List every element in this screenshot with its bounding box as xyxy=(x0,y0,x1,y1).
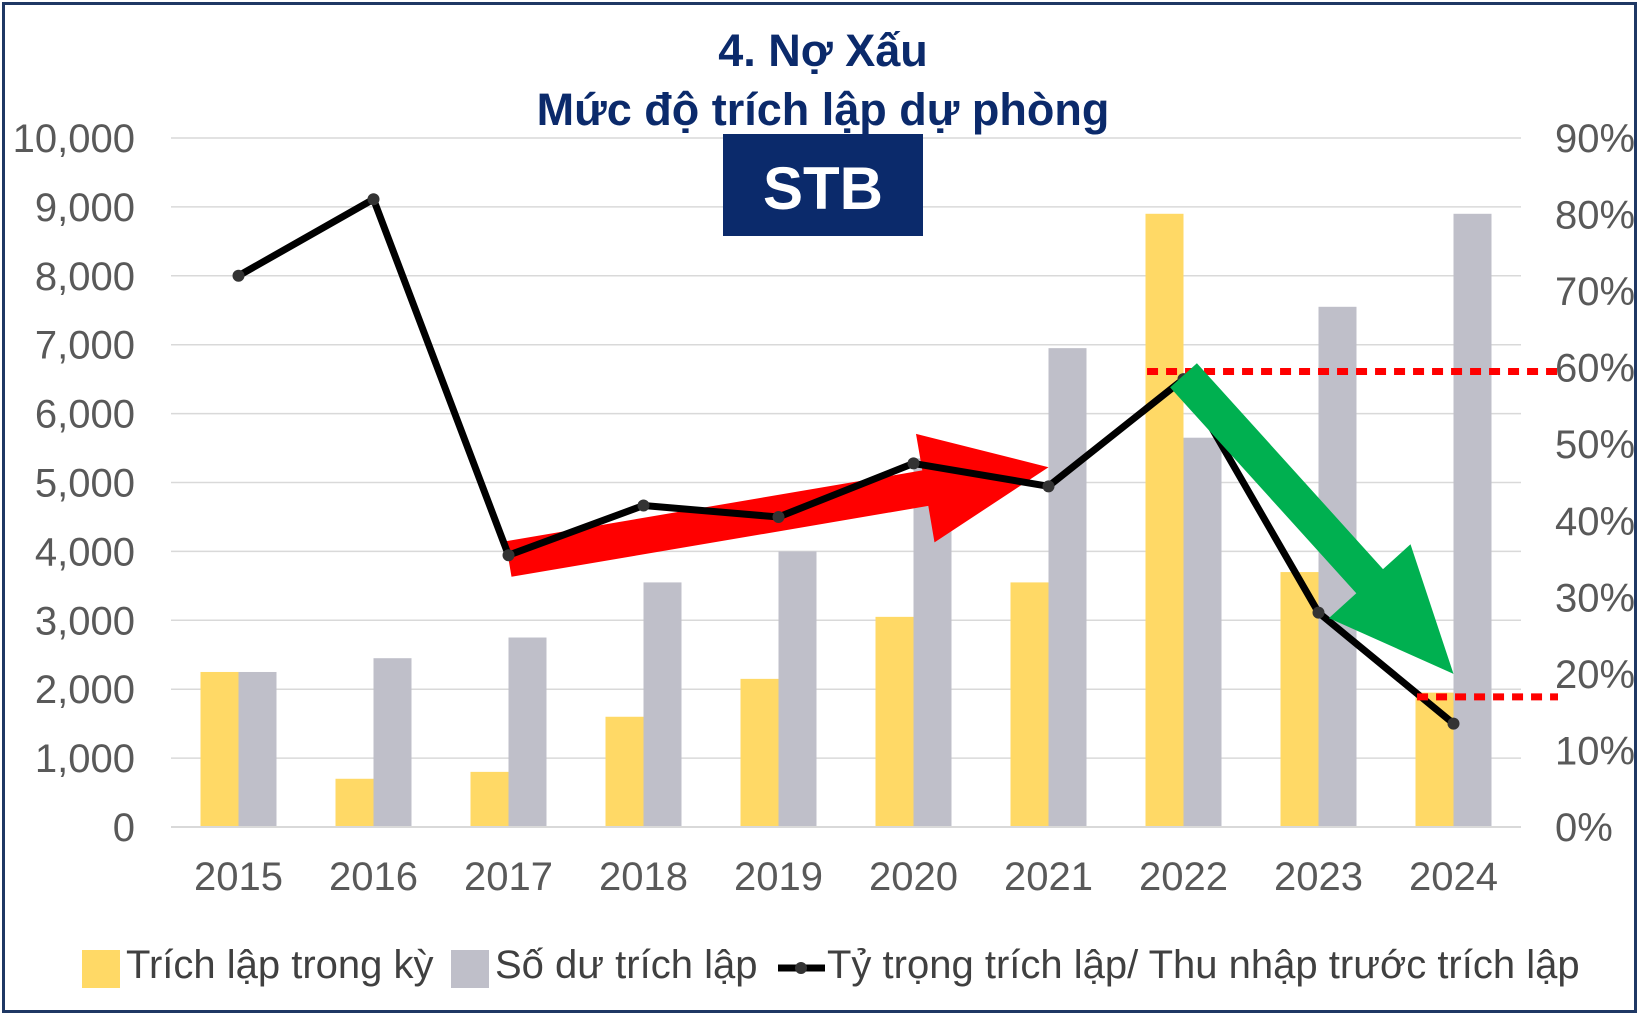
line-point xyxy=(637,499,650,512)
y-left-tick-label: 0 xyxy=(113,806,135,850)
x-tick-label: 2023 xyxy=(1274,855,1363,899)
x-tick-label: 2019 xyxy=(734,855,823,899)
bar-so-du-trich-lap xyxy=(1453,213,1492,828)
red-arrow xyxy=(505,433,1049,577)
bar-trich-lap-trong-ky xyxy=(875,616,914,827)
line-point xyxy=(1447,717,1460,730)
bar-so-du-trich-lap xyxy=(508,637,547,827)
bar-trich-lap-trong-ky xyxy=(740,678,779,827)
chart-svg: 0 1,000 2,000 3,000 4,000 5,000 6,000 7,000 8,00… xyxy=(13,25,1635,988)
x-tick-label: 2021 xyxy=(1004,855,1093,899)
legend-label-trich-lap-trong-ky: Trích lập trong kỳ xyxy=(126,943,434,987)
legend-label-so-du-trich-lap: Số dư trích lập xyxy=(495,943,757,987)
line-point xyxy=(1312,606,1325,619)
bar-so-du-trich-lap xyxy=(373,658,412,827)
line-point xyxy=(232,269,245,282)
line-point xyxy=(502,549,515,562)
bar-so-du-trich-lap xyxy=(778,551,817,827)
axes-layer: 0 1,000 2,000 3,000 4,000 5,000 6,000 7,000 8,00… xyxy=(13,117,1635,899)
y-left-tick-label: 7,000 xyxy=(35,324,135,368)
y-left-tick-label: 3,000 xyxy=(35,599,135,643)
y-left-tick-label: 6,000 xyxy=(35,393,135,437)
bar-so-du-trich-lap xyxy=(1183,437,1222,827)
bar-so-du-trich-lap xyxy=(1048,348,1087,827)
bar-trich-lap-trong-ky xyxy=(1280,572,1319,827)
x-tick-label: 2020 xyxy=(869,855,958,899)
bar-trich-lap-trong-ky xyxy=(605,716,644,827)
bar-trich-lap-trong-ky xyxy=(200,671,239,827)
y-left-tick-label: 4,000 xyxy=(35,530,135,574)
legend-label-ty-trong: Tỷ trọng trích lập/ Thu nhập trước trích… xyxy=(827,943,1580,987)
bar-trich-lap-trong-ky xyxy=(470,771,509,827)
legend: Trích lập trong kỳ Số dư trích lập Tỷ trọn… xyxy=(82,943,1580,988)
legend-swatch-trich-lap-trong-ky xyxy=(82,950,120,988)
y-left-tick-label: 9,000 xyxy=(35,186,135,230)
chart-subtitle: Mức độ trích lập dự phòng xyxy=(537,84,1110,135)
green-arrow xyxy=(1170,363,1454,674)
line-point xyxy=(907,457,920,470)
y-left-tick-label: 8,000 xyxy=(35,255,135,299)
x-tick-label: 2017 xyxy=(464,855,553,899)
annotation-layer-front xyxy=(1147,363,1558,701)
y-right-tick-label: 60% xyxy=(1555,347,1635,391)
x-tick-label: 2018 xyxy=(599,855,688,899)
y-left-tick-label: 10,000 xyxy=(13,117,135,161)
y-right-tick-label: 50% xyxy=(1555,423,1635,467)
badge-label: STB xyxy=(763,155,883,222)
y-left-tick-label: 1,000 xyxy=(35,737,135,781)
bar-so-du-trich-lap xyxy=(238,671,277,827)
y-right-tick-label: 10% xyxy=(1555,729,1635,773)
y-right-tick-label: 70% xyxy=(1555,270,1635,314)
y-right-tick-label: 80% xyxy=(1555,194,1635,238)
bar-trich-lap-trong-ky xyxy=(335,778,374,827)
x-tick-label: 2024 xyxy=(1409,855,1498,899)
x-tick-label: 2016 xyxy=(329,855,418,899)
y-right-tick-label: 20% xyxy=(1555,653,1635,697)
chart-title: 4. Nợ Xấu xyxy=(718,25,928,76)
badge-background xyxy=(723,134,923,236)
y-left-tick-label: 5,000 xyxy=(35,462,135,506)
bar-trich-lap-trong-ky xyxy=(1415,692,1454,827)
y-right-tick-label: 0% xyxy=(1555,806,1613,850)
legend-marker-ty-trong xyxy=(795,962,807,974)
y-right-tick-label: 90% xyxy=(1555,117,1635,161)
x-tick-label: 2022 xyxy=(1139,855,1228,899)
bars-layer xyxy=(200,213,1492,828)
bar-trich-lap-trong-ky xyxy=(1010,582,1049,827)
legend-swatch-so-du-trich-lap xyxy=(451,950,489,988)
annotation-layer-back xyxy=(505,433,1049,577)
line-point xyxy=(772,510,785,523)
x-tick-label: 2015 xyxy=(194,855,283,899)
line-point xyxy=(1042,480,1055,493)
y-right-tick-label: 40% xyxy=(1555,500,1635,544)
bar-so-du-trich-lap xyxy=(643,582,682,827)
y-right-tick-label: 30% xyxy=(1555,576,1635,620)
line-point xyxy=(367,193,380,206)
bar-trich-lap-trong-ky xyxy=(1145,213,1184,828)
y-left-tick-label: 2,000 xyxy=(35,668,135,712)
line-ty-trong xyxy=(236,195,1456,727)
